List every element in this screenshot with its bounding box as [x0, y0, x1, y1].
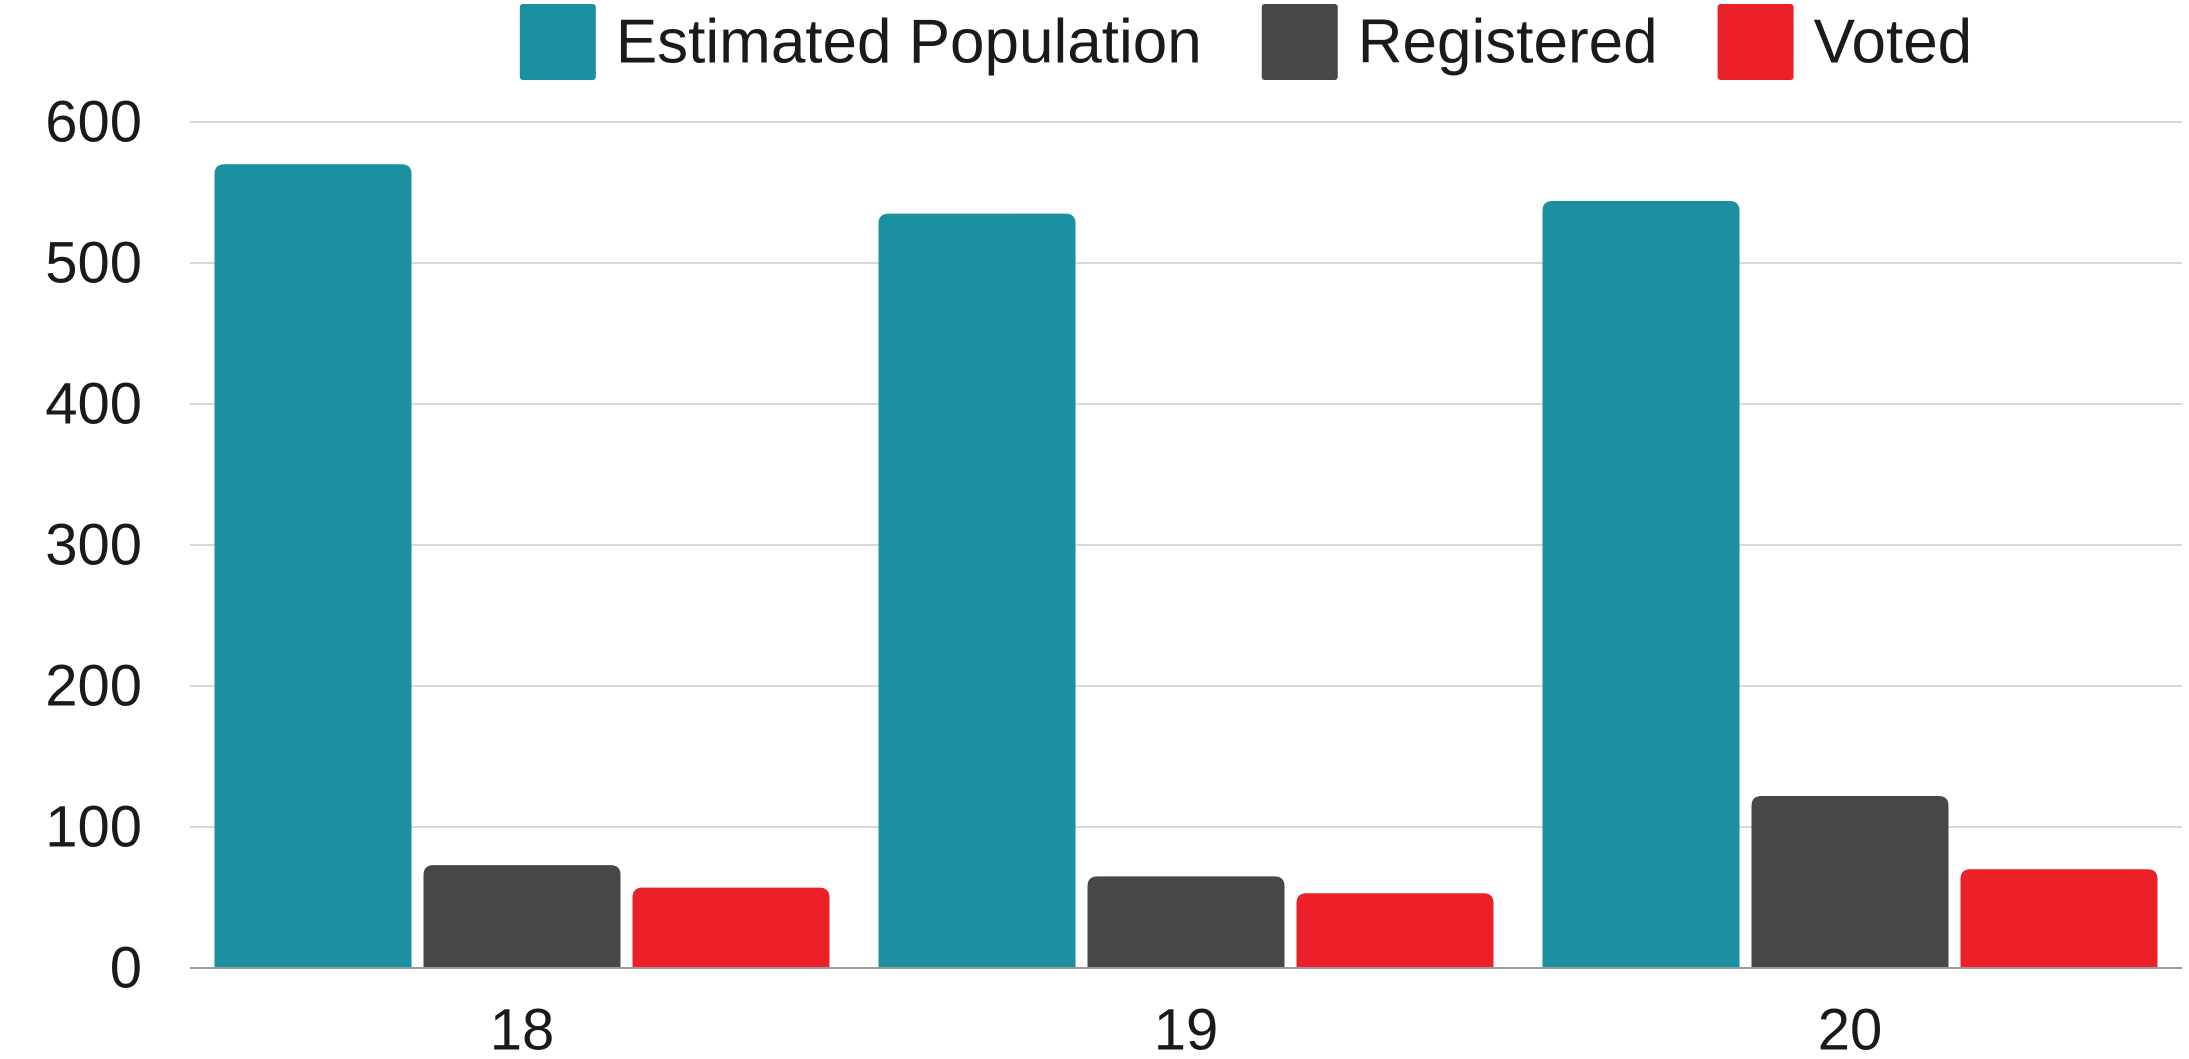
legend-item: Estimated Population	[519, 4, 1202, 80]
bar-registered-18	[423, 865, 621, 968]
bars	[214, 164, 2158, 969]
legend-item: Voted	[1717, 4, 1973, 80]
legend: Estimated Population Registered Voted	[519, 4, 1973, 80]
bar-estimated-population-20	[1542, 200, 1740, 968]
bar-voted-18	[632, 887, 830, 968]
y-tick-label: 200	[45, 654, 142, 719]
y-tick-label: 0	[110, 936, 142, 1001]
grid	[190, 121, 2182, 828]
bar-voted-19	[1296, 893, 1494, 968]
x-axis: 18 19 20	[490, 998, 1883, 1059]
y-tick-label: 100	[45, 795, 142, 860]
legend-swatch	[1717, 4, 1794, 80]
legend-item: Registered	[1261, 4, 1658, 80]
legend-label: Registered	[1358, 8, 1658, 77]
y-tick-label: 500	[45, 231, 142, 296]
y-axis: 0 100 200 300 400 500 600	[45, 90, 142, 1001]
legend-label: Voted	[1814, 8, 1973, 77]
y-tick-label: 400	[45, 372, 142, 437]
bar-registered-20	[1751, 795, 1949, 968]
y-tick-label: 600	[45, 90, 142, 155]
y-tick-label: 300	[45, 513, 142, 578]
bar-registered-19	[1087, 876, 1285, 968]
bar-estimated-population-19	[878, 213, 1076, 968]
legend-label: Estimated Population	[616, 8, 1202, 77]
x-tick-label: 18	[490, 998, 555, 1059]
bar-voted-20	[1960, 869, 2158, 968]
x-tick-label: 19	[1154, 998, 1219, 1059]
bar-estimated-population-18	[214, 164, 412, 969]
x-tick-label: 20	[1818, 998, 1883, 1059]
legend-swatch	[1261, 4, 1338, 80]
legend-swatch	[519, 4, 596, 80]
